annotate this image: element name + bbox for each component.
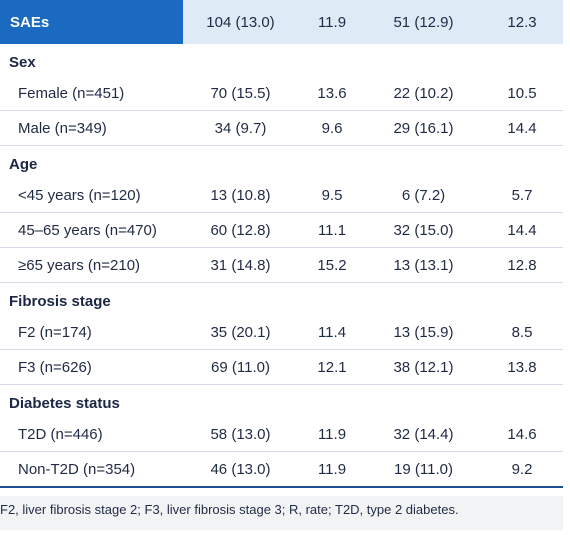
cell: 34 (9.7)	[183, 110, 298, 146]
row-label: F2 (n=174)	[0, 315, 183, 350]
cell: 29 (16.1)	[366, 110, 481, 146]
cell: 9.6	[298, 110, 366, 146]
cell: 35 (20.1)	[183, 315, 298, 350]
row-label: F3 (n=626)	[0, 349, 183, 385]
row-label: T2D (n=446)	[0, 417, 183, 452]
cell: 32 (14.4)	[366, 417, 481, 452]
cell: 9.5	[298, 178, 366, 213]
cell: 11.9	[298, 451, 366, 488]
section-title: Fibrosis stage	[9, 292, 111, 310]
cell: 13 (15.9)	[366, 315, 481, 350]
data-row: Non-T2D (n=354) 46 (13.0) 11.9 19 (11.0) 9.2	[0, 451, 563, 488]
header-cell: 11.9	[298, 0, 366, 44]
cell: 11.4	[298, 315, 366, 350]
data-row: F3 (n=626) 69 (11.0) 12.1 38 (12.1) 13.8	[0, 349, 563, 385]
cell: 10.5	[481, 76, 563, 111]
cell: 13.6	[298, 76, 366, 111]
data-row: ≥65 years (n=210) 31 (14.8) 15.2 13 (13.1) 1…	[0, 247, 563, 283]
row-label: Male (n=349)	[0, 110, 183, 146]
section-title: Diabetes status	[9, 394, 120, 412]
cell: 14.4	[481, 212, 563, 248]
cell: 46 (13.0)	[183, 451, 298, 488]
data-table: SAEs 104 (13.0) 11.9 51 (12.9) 12.3 Sex Female…	[0, 0, 563, 488]
section-title: Sex	[9, 53, 36, 71]
header-cell: 51 (12.9)	[366, 0, 481, 44]
cell: 38 (12.1)	[366, 349, 481, 385]
data-row: Male (n=349) 34 (9.7) 9.6 29 (16.1) 14.4	[0, 110, 563, 146]
cell: 11.9	[298, 417, 366, 452]
row-label: <45 years (n=120)	[0, 178, 183, 213]
data-row: 45–65 years (n=470) 60 (12.8) 11.1 32 (15.0…	[0, 212, 563, 248]
row-label: Female (n=451)	[0, 76, 183, 111]
section-row: Diabetes status	[0, 385, 563, 418]
section-row: Age	[0, 146, 563, 179]
cell: 12.8	[481, 247, 563, 283]
data-row: F2 (n=174) 35 (20.1) 11.4 13 (15.9) 8.5	[0, 315, 563, 350]
cell: 70 (15.5)	[183, 76, 298, 111]
footnote: F2, liver fibrosis stage 2; F3, liver fi…	[0, 496, 563, 530]
cell: 5.7	[481, 178, 563, 213]
cell: 22 (10.2)	[366, 76, 481, 111]
cell: 60 (12.8)	[183, 212, 298, 248]
header-cell: SAEs	[0, 0, 183, 44]
cell: 9.2	[481, 451, 563, 488]
data-row: <45 years (n=120) 13 (10.8) 9.5 6 (7.2) 5.7	[0, 178, 563, 213]
cell: 13.8	[481, 349, 563, 385]
cell: 69 (11.0)	[183, 349, 298, 385]
data-row: T2D (n=446) 58 (13.0) 11.9 32 (14.4) 14.6	[0, 417, 563, 452]
cell: 32 (15.0)	[366, 212, 481, 248]
data-row: Female (n=451) 70 (15.5) 13.6 22 (10.2) 10.5	[0, 76, 563, 111]
cell: 58 (13.0)	[183, 417, 298, 452]
cell: 13 (10.8)	[183, 178, 298, 213]
cell: 13 (13.1)	[366, 247, 481, 283]
cell: 19 (11.0)	[366, 451, 481, 488]
cell: 14.6	[481, 417, 563, 452]
row-label: ≥65 years (n=210)	[0, 247, 183, 283]
cell: 15.2	[298, 247, 366, 283]
cell: 8.5	[481, 315, 563, 350]
cell: 12.1	[298, 349, 366, 385]
row-label: 45–65 years (n=470)	[0, 212, 183, 248]
header-row: SAEs 104 (13.0) 11.9 51 (12.9) 12.3	[0, 0, 563, 44]
cell: 11.1	[298, 212, 366, 248]
section-row: Fibrosis stage	[0, 283, 563, 316]
cell: 31 (14.8)	[183, 247, 298, 283]
header-cell: 104 (13.0)	[183, 0, 298, 44]
cell: 14.4	[481, 110, 563, 146]
section-row: Sex	[0, 44, 563, 76]
row-label: Non-T2D (n=354)	[0, 451, 183, 488]
section-title: Age	[9, 155, 38, 173]
header-cell: 12.3	[481, 0, 563, 44]
cell: 6 (7.2)	[366, 178, 481, 213]
